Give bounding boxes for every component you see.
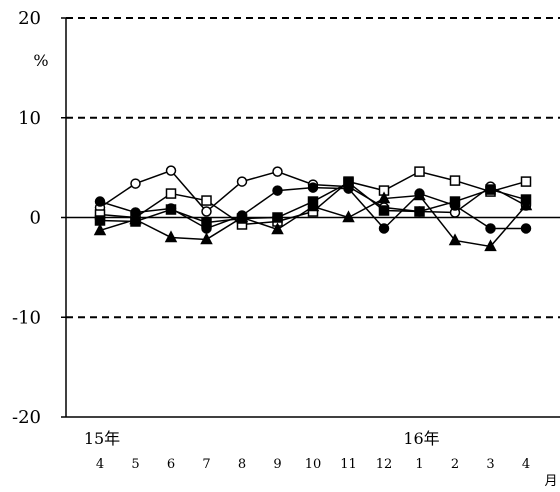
x-tick-label: 3 [486, 457, 494, 472]
data-point [342, 210, 355, 223]
data-point [93, 223, 107, 236]
data-point [448, 233, 462, 246]
y-unit-label: % [33, 51, 48, 70]
data-point [484, 239, 497, 252]
series-triangle-filled [93, 188, 533, 252]
series-group [93, 165, 533, 252]
data-point [306, 199, 320, 212]
data-point [271, 222, 284, 235]
year-label: 16年 [403, 429, 439, 448]
data-point [130, 178, 141, 189]
data-point [485, 223, 496, 234]
data-point [413, 188, 426, 201]
data-point [449, 175, 461, 186]
x-tick-label: 2 [451, 457, 459, 472]
y-tick-label: 10 [18, 108, 41, 129]
data-point [519, 198, 533, 211]
y-tick-label: -10 [12, 307, 41, 328]
data-point [272, 166, 283, 177]
data-point [94, 196, 106, 207]
x-tick-label: 1 [415, 457, 423, 472]
x-tick-label: 12 [376, 457, 393, 472]
data-point [414, 166, 425, 177]
data-point [201, 195, 212, 206]
x-tick-label: 6 [167, 457, 175, 472]
x-tick-label: 7 [202, 457, 210, 472]
data-point [201, 217, 212, 228]
y-tick-label: 20 [18, 8, 41, 29]
data-point [201, 206, 212, 217]
data-point [164, 230, 178, 243]
data-point [200, 232, 213, 245]
y-tick-labels: 20 10 0 -10 -20 [12, 8, 41, 428]
data-point [378, 205, 390, 216]
data-point [485, 184, 496, 195]
data-point [272, 185, 283, 196]
year-label: 15年 [84, 429, 120, 448]
data-point [165, 165, 177, 176]
data-point [343, 177, 354, 188]
data-point [235, 210, 249, 223]
data-point [236, 176, 248, 187]
data-point [520, 223, 532, 234]
y-tick-label: 0 [30, 208, 41, 229]
data-point [377, 191, 391, 204]
x-tick-label: 9 [273, 457, 281, 472]
data-point [378, 223, 390, 234]
x-tick-label: 8 [238, 457, 246, 472]
data-point [272, 212, 283, 223]
data-point [129, 212, 142, 225]
data-point [165, 188, 177, 199]
data-point [165, 204, 177, 215]
grid-lines [66, 17, 560, 319]
data-point [449, 196, 461, 207]
x-tick-label: 10 [305, 457, 322, 472]
y-tick-label: -20 [12, 407, 41, 428]
data-point [520, 176, 532, 187]
x-tick-label: 4 [96, 457, 104, 472]
data-point [414, 206, 425, 217]
x-unit-label: 月 [544, 474, 557, 489]
x-tick-label: 11 [340, 457, 357, 472]
x-tick-label: 4 [522, 457, 530, 472]
data-point [307, 182, 319, 193]
x-tick-label: 5 [131, 457, 139, 472]
